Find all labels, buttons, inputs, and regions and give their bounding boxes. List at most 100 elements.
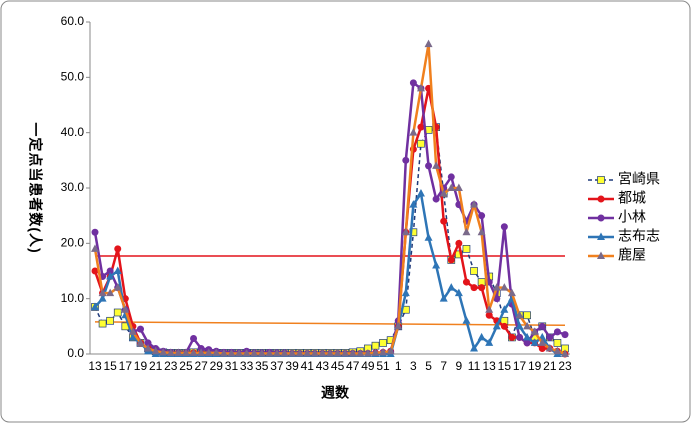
marker: [318, 348, 327, 357]
marker: [341, 348, 350, 357]
legend-marker: [597, 195, 605, 203]
x-tick-label: 21: [543, 359, 557, 373]
marker: [500, 322, 508, 330]
marker: [470, 200, 479, 208]
x-tick-label: 1: [395, 359, 402, 373]
marker: [553, 328, 561, 336]
marker: [462, 278, 470, 286]
y-tick-label: 60.0: [61, 14, 85, 28]
marker: [416, 83, 425, 92]
marker: [561, 331, 569, 339]
marker: [280, 348, 289, 357]
marker: [462, 316, 471, 324]
marker: [121, 305, 130, 313]
marker: [500, 305, 509, 313]
x-tick-label: 21: [149, 359, 163, 373]
legend-label: 小林: [618, 209, 646, 225]
marker: [151, 346, 160, 355]
marker: [394, 321, 403, 330]
marker: [189, 348, 198, 356]
legend-marker: [597, 176, 605, 184]
marker: [386, 346, 395, 355]
marker: [136, 325, 144, 333]
marker: [204, 348, 213, 356]
marker: [439, 189, 448, 197]
marker: [401, 288, 410, 297]
marker: [515, 321, 524, 330]
marker: [212, 348, 221, 356]
marker: [295, 348, 304, 357]
marker: [371, 348, 380, 356]
legend-label: 志布志: [618, 228, 660, 244]
marker: [538, 322, 546, 330]
legend-label: 都城: [618, 190, 646, 206]
marker: [470, 267, 478, 275]
x-tick-label: 17: [513, 359, 527, 373]
legend-marker: [597, 232, 605, 240]
marker: [128, 327, 137, 335]
marker: [478, 212, 486, 220]
x-tick-label: 41: [301, 359, 315, 373]
marker: [553, 346, 562, 355]
marker: [379, 339, 387, 347]
y-tick-label: 40.0: [61, 125, 85, 139]
marker: [553, 339, 562, 347]
marker: [417, 139, 425, 148]
marker: [356, 348, 365, 357]
marker: [136, 338, 145, 346]
marker: [454, 183, 463, 191]
marker: [523, 332, 532, 341]
marker: [455, 250, 463, 259]
y-tick-label: 50.0: [61, 70, 85, 84]
legend-label: 鹿屋: [618, 247, 646, 263]
marker: [530, 327, 539, 335]
marker: [348, 348, 357, 357]
marker: [530, 338, 539, 346]
x-tick-label: 3: [410, 359, 417, 373]
x-tick-label: 27: [194, 359, 208, 373]
marker: [190, 335, 198, 343]
x-tick-label: 37: [270, 359, 284, 373]
x-tick-label: 13: [483, 359, 497, 373]
marker: [333, 348, 342, 357]
marker: [538, 344, 546, 352]
marker: [303, 348, 312, 357]
x-tick-label: 15: [498, 359, 512, 373]
marker: [416, 189, 425, 197]
marker: [401, 227, 410, 236]
marker: [470, 343, 479, 352]
x-tick-label: 35: [255, 359, 269, 373]
x-tick-label: 45: [331, 359, 345, 373]
marker: [159, 347, 168, 356]
marker: [477, 227, 486, 236]
marker: [272, 348, 281, 357]
marker: [523, 321, 532, 330]
marker: [288, 348, 297, 357]
marker: [181, 348, 190, 356]
x-tick-label: 23: [558, 359, 572, 373]
marker: [447, 183, 456, 191]
marker: [197, 348, 206, 356]
y-tick-label: 10.0: [61, 291, 85, 305]
marker: [492, 283, 501, 291]
marker: [485, 311, 493, 319]
x-tick-label: 29: [210, 359, 224, 373]
legend-marker: [597, 251, 605, 259]
x-tick-label: 39: [285, 359, 299, 373]
marker: [439, 294, 448, 302]
marker: [500, 283, 509, 291]
marker: [227, 348, 236, 357]
x-tick-label: 25: [179, 359, 193, 373]
legend-label: 宮崎県: [618, 171, 660, 187]
y-axis-title: 一定点当患者数(人): [27, 122, 43, 253]
marker: [508, 333, 516, 341]
marker: [432, 260, 441, 269]
marker: [500, 223, 508, 231]
marker: [492, 321, 501, 330]
marker: [98, 288, 107, 297]
marker: [561, 349, 569, 357]
x-tick-label: 19: [134, 359, 148, 373]
marker: [440, 217, 448, 225]
marker: [447, 283, 456, 291]
marker: [144, 339, 152, 347]
